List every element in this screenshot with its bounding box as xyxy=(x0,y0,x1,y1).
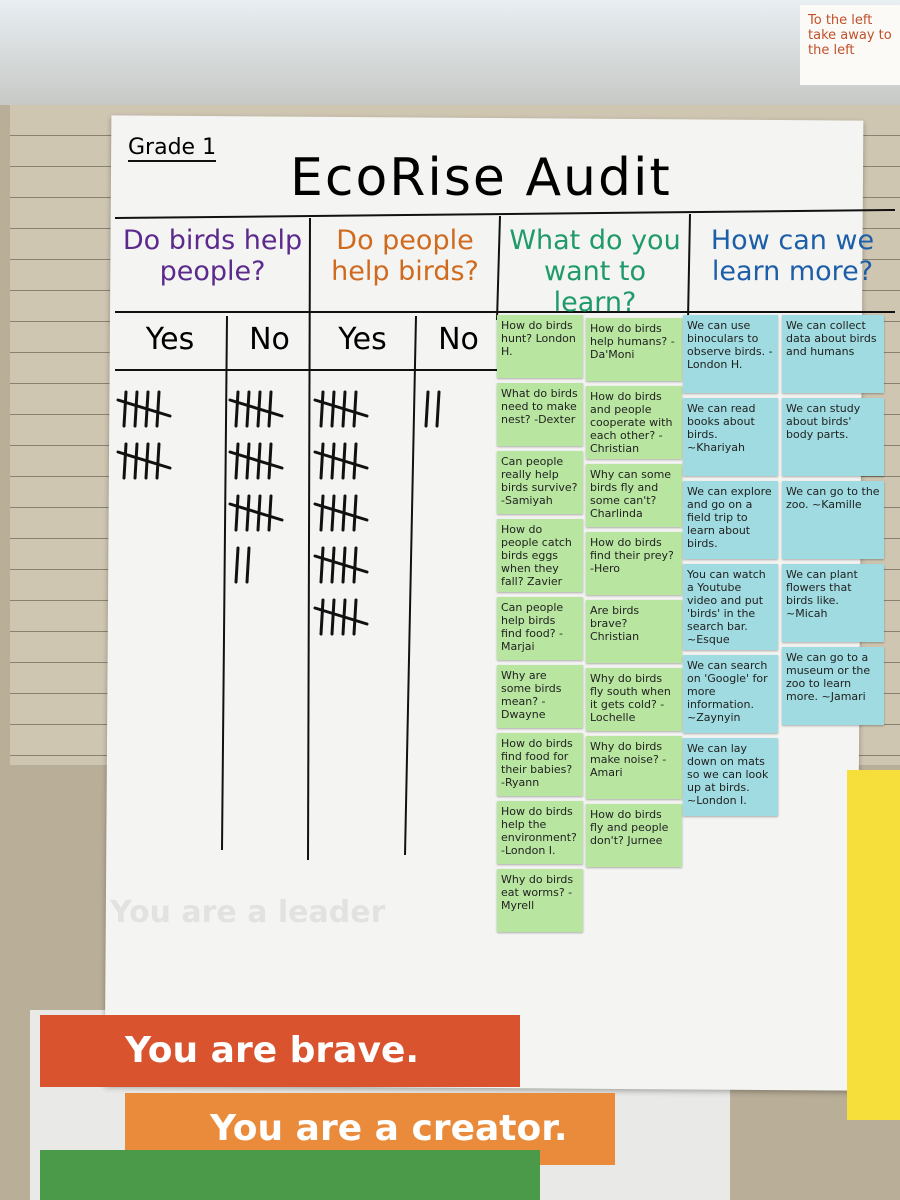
tally-stroke xyxy=(319,442,325,480)
tally-stroke xyxy=(116,398,172,418)
tally-stroke xyxy=(330,546,336,584)
tally-stroke xyxy=(267,494,273,532)
sticky-note: You can watch a Youtube video and put 'b… xyxy=(683,564,778,650)
tally xyxy=(116,390,172,480)
tally-stroke xyxy=(245,390,251,428)
sticky-note: How do birds find their prey? -Hero xyxy=(586,532,682,595)
note-column: We can collect data about birds and huma… xyxy=(782,315,884,725)
tally-stroke xyxy=(245,494,251,532)
tally xyxy=(228,390,284,584)
tally-stroke xyxy=(133,390,139,428)
tally-stroke xyxy=(330,442,336,480)
answer-label: Yes xyxy=(145,322,195,357)
title: EcoRise Audit xyxy=(290,148,672,208)
tally-stroke xyxy=(122,442,128,480)
tally xyxy=(424,390,441,428)
tally-stroke xyxy=(155,390,161,428)
sticky-note: We can collect data about birds and huma… xyxy=(782,315,884,393)
sticky-note: What do birds need to make nest? -Dexter xyxy=(497,383,583,446)
tally-stroke xyxy=(228,450,284,470)
sticky-note: We can search on 'Google' for more infor… xyxy=(683,655,778,733)
tally-stroke xyxy=(267,390,273,428)
tally-stroke xyxy=(330,598,336,636)
sticky-note: Why do birds make noise? -Amari xyxy=(586,736,682,799)
sticky-note: We can study about birds' body parts. xyxy=(782,398,884,476)
tally-stroke xyxy=(116,450,172,470)
sticky-note: We can plant flowers that birds like. ~M… xyxy=(782,564,884,642)
tally-stroke xyxy=(234,494,240,532)
sticky-note: How do birds fly and people don't? Jurne… xyxy=(586,804,682,867)
sticky-note: We can read books about birds. ~Khariyah xyxy=(683,398,778,476)
answer-label: Yes xyxy=(338,322,387,357)
tally-stroke xyxy=(234,442,240,480)
sticky-note: Are birds brave? Christian xyxy=(586,600,682,663)
banner: You are brave. xyxy=(40,1015,520,1087)
sticky-note: How do birds hunt? London H. xyxy=(497,315,583,378)
tally-stroke xyxy=(352,390,358,428)
tally-stroke xyxy=(319,598,325,636)
tally-stroke xyxy=(319,546,325,584)
tally-stroke xyxy=(228,398,284,418)
tally-stroke xyxy=(330,494,336,532)
window-background xyxy=(0,0,900,105)
tally-stroke xyxy=(228,502,284,522)
tally-stroke xyxy=(313,606,369,626)
question: Do people help birds? xyxy=(331,225,479,287)
sticky-note: Why do birds fly south when it gets cold… xyxy=(586,668,682,731)
tally-stroke xyxy=(313,502,369,522)
note-column: How do birds help humans? -Da'Moni How do… xyxy=(586,318,682,867)
tally-stroke xyxy=(352,494,358,532)
banner-green xyxy=(40,1150,540,1200)
sticky-note: We can use binoculars to observe birds. … xyxy=(683,315,778,393)
tally-stroke xyxy=(352,546,358,584)
tally-stroke xyxy=(234,546,240,584)
sticky-note: Can people help birds find food? -Marjai xyxy=(497,597,583,660)
sticky-note: We can explore and go on a field trip to… xyxy=(683,481,778,559)
tally-stroke xyxy=(330,390,336,428)
sticky-note: Why are some birds mean? -Dwayne xyxy=(497,665,583,728)
tally-stroke xyxy=(313,398,369,418)
question: Do birds help people? xyxy=(122,225,303,287)
tally-stroke xyxy=(424,390,430,428)
sticky-note: We can lay down on mats so we can look u… xyxy=(683,738,778,816)
sticky-note: Why do birds eat worms? -Myrell xyxy=(497,869,583,932)
tally-stroke xyxy=(352,442,358,480)
sticky-note: Why can some birds fly and some can't? C… xyxy=(586,464,682,527)
tally-stroke xyxy=(319,390,325,428)
tally-stroke xyxy=(155,442,161,480)
tally xyxy=(313,390,369,636)
sticky-note: Can people really help birds survive? -S… xyxy=(497,451,583,514)
tally-stroke xyxy=(319,494,325,532)
answer-label: No xyxy=(249,322,290,357)
question: How can we learn more? xyxy=(710,225,875,287)
sticky-note: How do birds find food for their babies?… xyxy=(497,733,583,796)
yellow-sign xyxy=(847,770,900,1120)
question: What do you want to learn? xyxy=(509,225,681,318)
answer-label: No xyxy=(438,322,479,357)
sticky-note: We can go to the zoo. ~Kamille xyxy=(782,481,884,559)
tally-stroke xyxy=(234,390,240,428)
banner-faded: You are a leader xyxy=(110,895,386,930)
tally-stroke xyxy=(435,390,441,428)
note-column: We can use binoculars to observe birds. … xyxy=(683,315,778,816)
tally-stroke xyxy=(352,598,358,636)
tally-stroke xyxy=(122,390,128,428)
side-note: To the left take away to the left xyxy=(800,5,900,85)
tally-stroke xyxy=(267,442,273,480)
sticky-note: How do people catch birds eggs when they… xyxy=(497,519,583,592)
tally-stroke xyxy=(313,450,369,470)
grade-label: Grade 1 xyxy=(128,135,217,162)
tally-stroke xyxy=(245,546,251,584)
tally-stroke xyxy=(313,554,369,574)
sticky-note: How do birds help the environment? -Lond… xyxy=(497,801,583,864)
note-column: How do birds hunt? London H. What do bird… xyxy=(497,315,583,932)
sticky-note: We can go to a museum or the zoo to lear… xyxy=(782,647,884,725)
sticky-note: How do birds help humans? -Da'Moni xyxy=(586,318,682,381)
tally-stroke xyxy=(133,442,139,480)
tally-stroke xyxy=(245,442,251,480)
sticky-note: How do birds and people cooperate with e… xyxy=(586,386,682,459)
